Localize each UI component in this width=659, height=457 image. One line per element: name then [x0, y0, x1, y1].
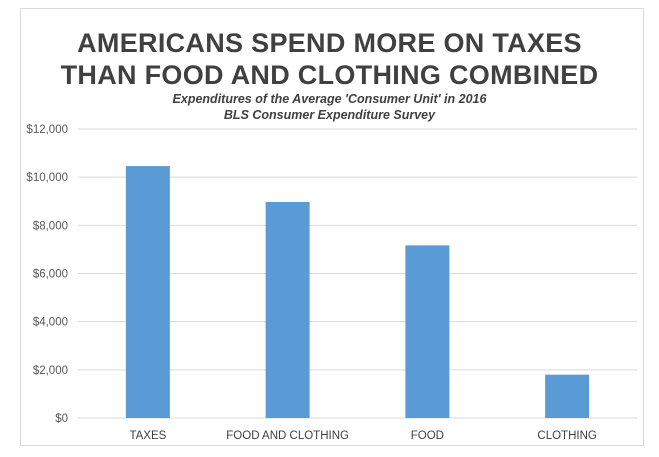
x-category-label: CLOTHING — [537, 430, 596, 442]
x-category-label: FOOD AND CLOTHING — [226, 430, 349, 442]
chart-subtitle-line-1: Expenditures of the Average 'Consumer Un… — [172, 92, 487, 106]
x-category-label: FOOD — [411, 430, 444, 442]
y-tick-label: $4,000 — [33, 317, 68, 329]
bar-taxes — [125, 166, 170, 418]
bar-food-and-clothing — [265, 201, 310, 418]
x-category-label: TAXES — [129, 430, 166, 442]
bar-clothing — [545, 374, 590, 418]
y-tick-label: $2,000 — [33, 365, 68, 377]
y-tick-label: $6,000 — [33, 269, 68, 281]
bar-food — [405, 245, 450, 418]
y-tick-label: $12,000 — [26, 124, 68, 136]
y-tick-label: $8,000 — [33, 220, 68, 232]
chart-subtitle-line-2: BLS Consumer Expenditure Survey — [223, 108, 436, 122]
chart-title-line-2: THAN FOOD AND CLOTHING COMBINED — [60, 60, 599, 90]
y-tick-label: $10,000 — [26, 172, 68, 184]
chart-title-line-1: AMERICANS SPEND MORE ON TAXES — [77, 28, 582, 58]
y-tick-label: $0 — [55, 413, 68, 425]
chart-frame — [20, 8, 644, 446]
